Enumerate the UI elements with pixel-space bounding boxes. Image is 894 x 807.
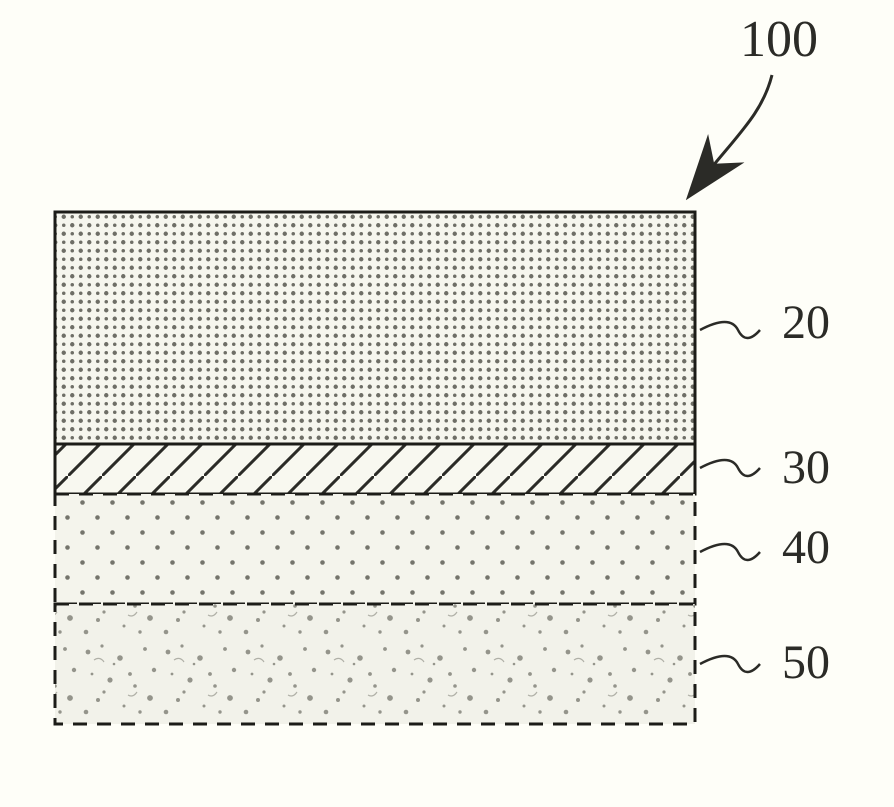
label-assembly-100: 100 xyxy=(740,10,818,69)
label-layer-50: 50 xyxy=(782,635,830,690)
lead-line-50 xyxy=(700,656,760,672)
label-layer-20: 20 xyxy=(782,295,830,350)
assembly-pointer-arrow xyxy=(700,75,772,182)
layer-30 xyxy=(55,444,695,494)
lead-line-30 xyxy=(700,460,760,476)
lead-line-20 xyxy=(700,322,760,338)
layer-40 xyxy=(55,494,695,604)
label-layer-40: 40 xyxy=(782,520,830,575)
layer-50 xyxy=(55,604,695,724)
lead-line-40 xyxy=(700,544,760,560)
label-layer-30: 30 xyxy=(782,440,830,495)
layer-20 xyxy=(55,212,695,444)
